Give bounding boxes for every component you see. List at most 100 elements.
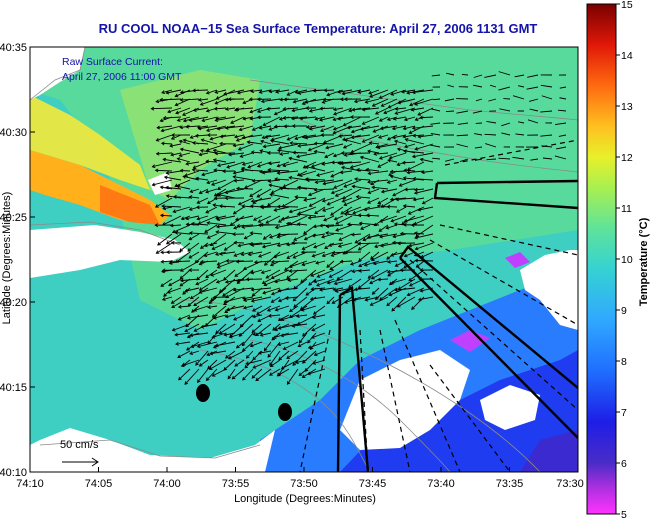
current-vector-head: [362, 237, 367, 242]
current-vector: [286, 269, 299, 279]
current-vector: [206, 143, 227, 151]
current-vector: [297, 223, 308, 226]
current-vector-head: [237, 243, 242, 248]
current-vector: [340, 206, 353, 215]
current-vector-head: [198, 152, 203, 157]
current-vector-head: [205, 209, 210, 214]
current-vector: [251, 323, 263, 333]
current-vector-head: [329, 266, 334, 270]
current-vector: [189, 332, 209, 336]
current-vector: [160, 214, 173, 217]
current-vector: [389, 152, 407, 159]
current-vector-head: [232, 232, 236, 237]
current-vector-head: [296, 222, 301, 227]
current-vector: [358, 242, 380, 245]
current-vector-head: [390, 280, 395, 285]
current-vector-head: [206, 221, 211, 225]
current-vector-head: [209, 351, 214, 356]
current-vector: [174, 179, 191, 187]
current-vector: [258, 251, 272, 258]
current-vector-head: [319, 106, 324, 111]
current-vector: [252, 305, 263, 312]
current-vector-head: [343, 300, 348, 304]
current-vector-head: [205, 108, 210, 113]
current-vector: [315, 260, 326, 264]
current-vector-head: [413, 190, 418, 195]
current-vector-head: [332, 107, 337, 112]
current-vector-head: [291, 108, 296, 113]
current-vector-head: [219, 134, 224, 139]
current-vector: [297, 186, 317, 190]
current-vector: [333, 107, 353, 115]
current-vector-head: [155, 137, 160, 142]
current-vector-head: [214, 90, 219, 94]
current-vector-head: [274, 327, 278, 332]
current-vector-head: [214, 100, 219, 105]
current-vector-head: [212, 295, 217, 300]
scale-arrow: [62, 457, 99, 467]
current-vector: [404, 116, 416, 121]
current-vector-head: [218, 204, 223, 209]
current-vector: [200, 149, 218, 154]
current-vector-head: [277, 298, 282, 303]
y-tick-label: 40:10: [0, 467, 27, 479]
current-vector-head: [311, 233, 316, 238]
current-vector-head: [301, 374, 306, 378]
current-vector: [421, 170, 434, 173]
current-vector: [155, 169, 173, 172]
current-vector: [248, 251, 263, 256]
current-vector-head: [215, 252, 219, 256]
current-vector-head: [393, 222, 398, 227]
current-vector: [277, 170, 299, 174]
current-vector-head: [283, 97, 288, 102]
current-vector: [297, 170, 308, 176]
current-vector: [391, 278, 407, 284]
current-vector-head: [236, 186, 240, 191]
current-vector: [333, 287, 344, 291]
current-vector-head: [378, 118, 383, 122]
current-vector: [237, 89, 254, 94]
current-vector: [474, 146, 483, 149]
current-vector-head: [234, 363, 239, 367]
current-vector-head: [340, 211, 345, 215]
current-vector-head: [188, 268, 193, 272]
current-vector-head: [162, 116, 167, 120]
current-vector: [236, 107, 254, 110]
current-vector-head: [257, 219, 262, 223]
current-vector-head: [267, 353, 272, 358]
current-vector: [210, 134, 227, 140]
current-vector: [327, 278, 344, 284]
current-vector: [406, 89, 425, 94]
current-vector-head: [314, 116, 319, 121]
current-vector-head: [169, 223, 174, 228]
current-vector: [261, 98, 281, 103]
current-vector-head: [304, 99, 309, 104]
current-vector: [164, 176, 182, 181]
current-vector-head: [368, 91, 373, 95]
current-vector-head: [179, 275, 184, 280]
current-vector-head: [394, 263, 399, 267]
current-vector-head: [189, 135, 194, 139]
current-vector: [166, 170, 182, 174]
current-vector: [498, 86, 511, 91]
current-vector-head: [171, 327, 176, 332]
current-vector: [343, 179, 362, 188]
current-vector-head: [361, 139, 366, 143]
current-vector: [418, 134, 434, 138]
current-vector: [283, 341, 299, 350]
current-vector: [402, 161, 416, 164]
current-vector: [364, 260, 380, 266]
current-vector-head: [275, 89, 279, 94]
current-vector: [160, 278, 173, 287]
current-vector: [187, 296, 200, 307]
current-vector-head: [410, 107, 415, 112]
current-vector: [210, 269, 227, 277]
current-vector-head: [367, 275, 372, 279]
current-vector: [372, 287, 380, 295]
current-vector-head: [322, 97, 327, 102]
current-vector: [251, 151, 263, 154]
current-vector: [379, 233, 398, 238]
current-vector-head: [261, 135, 266, 140]
current-vector: [395, 107, 416, 115]
current-vector-head: [184, 381, 189, 385]
